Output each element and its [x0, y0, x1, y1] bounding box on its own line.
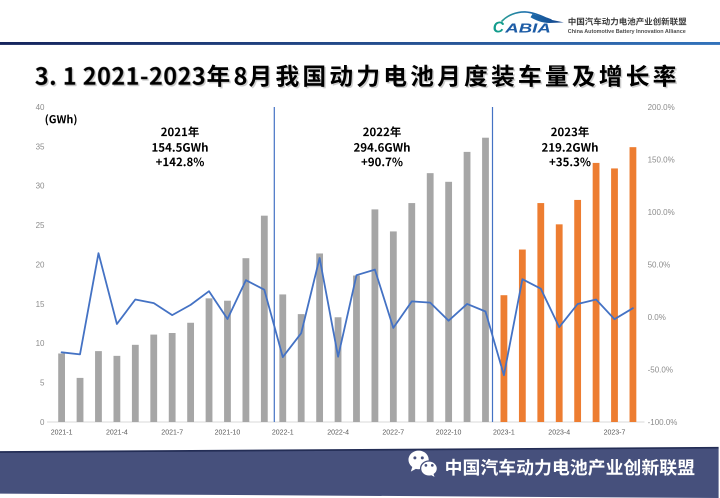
svg-text:20: 20: [36, 260, 45, 269]
svg-text:2021-7: 2021-7: [161, 430, 183, 437]
svg-text:-50.0%: -50.0%: [648, 365, 673, 374]
svg-text:10: 10: [36, 339, 45, 348]
svg-text:0: 0: [40, 418, 45, 427]
svg-text:2022-4: 2022-4: [327, 430, 349, 437]
svg-text:2021-4: 2021-4: [106, 430, 128, 437]
svg-text:2022-10: 2022-10: [436, 430, 462, 437]
svg-text:2021-1: 2021-1: [51, 430, 73, 437]
svg-text:C: C: [493, 20, 505, 37]
svg-text:5: 5: [40, 379, 45, 388]
svg-text:15: 15: [36, 300, 45, 309]
svg-text:50.0%: 50.0%: [648, 260, 671, 269]
svg-text:2022-7: 2022-7: [382, 430, 404, 437]
svg-text:2023-7: 2023-7: [604, 430, 626, 437]
svg-text:100.0%: 100.0%: [648, 208, 675, 217]
svg-text:2021-10: 2021-10: [215, 430, 241, 437]
svg-text:2023-1: 2023-1: [493, 430, 515, 437]
svg-text:25: 25: [36, 221, 45, 230]
svg-text:ABIA: ABIA: [504, 21, 551, 36]
svg-text:-100.0%: -100.0%: [648, 418, 678, 427]
svg-text:40: 40: [36, 103, 45, 112]
svg-text:30: 30: [36, 182, 45, 191]
svg-text:2023-4: 2023-4: [548, 430, 570, 437]
svg-text:0.0%: 0.0%: [648, 313, 666, 322]
svg-text:2022-1: 2022-1: [272, 430, 294, 437]
svg-text:35: 35: [36, 142, 45, 151]
svg-text:150.0%: 150.0%: [648, 155, 675, 164]
svg-text:China Automotive Battery Innov: China Automotive Battery Innovation Alli…: [568, 29, 686, 35]
svg-text:200.0%: 200.0%: [648, 103, 675, 112]
